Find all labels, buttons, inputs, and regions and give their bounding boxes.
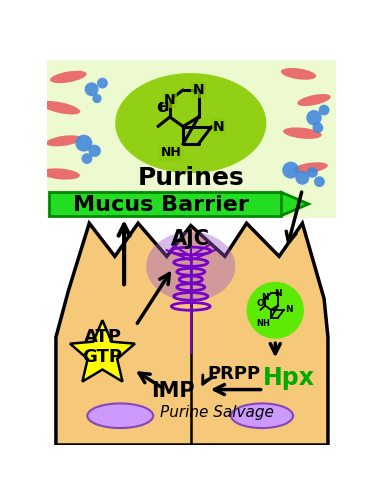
Ellipse shape <box>281 68 316 80</box>
Circle shape <box>295 171 309 184</box>
Circle shape <box>307 167 318 178</box>
Bar <box>49 192 282 216</box>
Ellipse shape <box>50 70 87 83</box>
Circle shape <box>97 78 108 88</box>
Ellipse shape <box>297 94 331 106</box>
Text: Purines: Purines <box>137 166 244 190</box>
Text: Mucus Barrier: Mucus Barrier <box>73 195 249 215</box>
Circle shape <box>81 153 93 164</box>
Text: N: N <box>274 289 282 298</box>
Polygon shape <box>70 320 135 382</box>
Circle shape <box>93 94 102 103</box>
Ellipse shape <box>87 404 153 428</box>
Ellipse shape <box>46 136 81 146</box>
Text: Purine Salvage: Purine Salvage <box>160 405 274 420</box>
Ellipse shape <box>292 162 328 173</box>
Circle shape <box>313 122 323 133</box>
Text: N: N <box>164 93 176 107</box>
Ellipse shape <box>41 101 80 114</box>
Circle shape <box>88 144 101 157</box>
Bar <box>47 60 336 218</box>
Circle shape <box>306 110 322 126</box>
Text: N: N <box>261 294 269 302</box>
Text: NH: NH <box>161 146 182 159</box>
Text: ATP
GTP: ATP GTP <box>82 328 122 366</box>
Polygon shape <box>282 192 308 216</box>
Circle shape <box>247 282 304 339</box>
Ellipse shape <box>231 404 293 428</box>
Text: N: N <box>213 120 225 134</box>
Circle shape <box>282 162 299 178</box>
Text: N: N <box>193 83 204 97</box>
Circle shape <box>319 104 329 116</box>
Ellipse shape <box>283 128 322 139</box>
Text: Hpx: Hpx <box>263 366 315 390</box>
Text: AJC: AJC <box>171 230 210 250</box>
Text: O: O <box>257 299 264 308</box>
Text: NH: NH <box>256 319 270 328</box>
Ellipse shape <box>146 232 235 301</box>
Circle shape <box>314 176 325 187</box>
Circle shape <box>75 134 93 152</box>
Text: O: O <box>156 100 168 114</box>
Ellipse shape <box>41 168 80 179</box>
Text: H: H <box>159 101 169 114</box>
Text: IMP: IMP <box>151 381 195 401</box>
Polygon shape <box>56 223 328 445</box>
Ellipse shape <box>115 73 266 173</box>
Text: N: N <box>285 306 292 314</box>
Text: PRPP: PRPP <box>208 365 261 383</box>
Circle shape <box>85 82 98 96</box>
